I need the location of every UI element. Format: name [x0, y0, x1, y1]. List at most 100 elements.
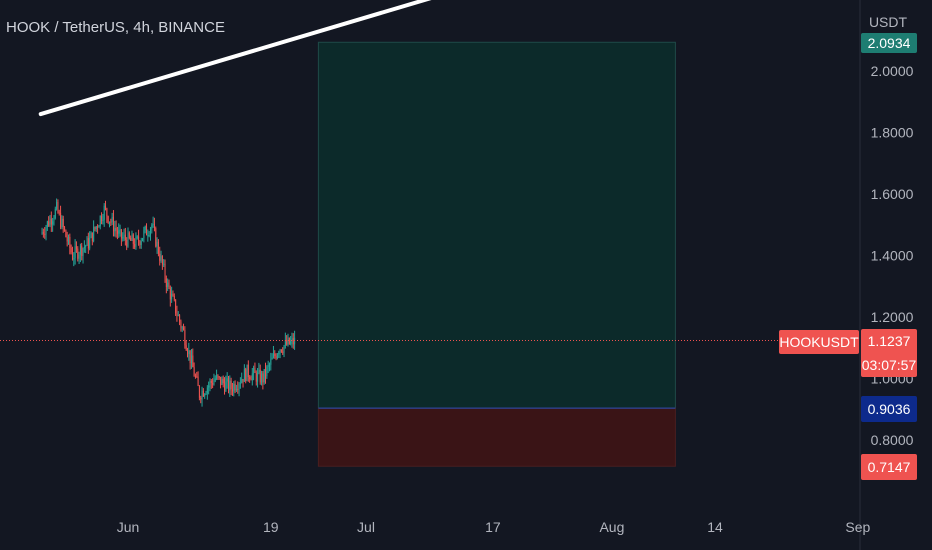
candle	[237, 381, 239, 394]
candle	[218, 376, 220, 380]
candle	[259, 364, 261, 385]
candle	[138, 229, 140, 246]
candle	[68, 234, 70, 245]
candle	[270, 352, 272, 371]
candle	[152, 216, 154, 228]
candle	[155, 226, 157, 248]
candle	[163, 259, 165, 268]
candle	[169, 285, 171, 307]
candle	[200, 395, 202, 404]
candle	[54, 206, 56, 220]
svg-text:0.7147: 0.7147	[868, 459, 911, 475]
candle	[144, 225, 146, 234]
stop-zone[interactable]	[317, 407, 676, 467]
candle	[226, 372, 228, 389]
candle	[243, 364, 245, 382]
candle	[83, 240, 85, 253]
candle	[249, 375, 251, 383]
candle	[235, 384, 237, 392]
x-tick-label: Sep	[845, 519, 870, 535]
candle	[118, 223, 120, 238]
candle	[251, 367, 253, 386]
candle	[267, 360, 269, 374]
svg-text:HOOKUSDT: HOOKUSDT	[779, 334, 859, 350]
candle	[101, 212, 103, 225]
candle	[42, 228, 44, 238]
candle	[212, 378, 214, 389]
y-tick-label: 2.0000	[871, 63, 914, 79]
candle	[290, 335, 292, 346]
candle	[217, 374, 219, 381]
candle	[274, 350, 276, 359]
candle	[246, 364, 248, 382]
candle	[238, 382, 240, 397]
candle	[190, 348, 193, 369]
candle	[64, 225, 66, 232]
candle	[116, 226, 118, 240]
candle	[233, 381, 235, 397]
svg-text:0.9036: 0.9036	[868, 401, 911, 417]
candle	[224, 377, 226, 395]
x-tick-label: Jul	[357, 519, 375, 535]
candle	[143, 226, 145, 243]
x-tick-label: 14	[707, 519, 723, 535]
candle	[279, 348, 281, 359]
candle	[197, 371, 199, 387]
target-zone[interactable]	[317, 41, 676, 409]
candle	[94, 226, 96, 232]
svg-text:03:07:57: 03:07:57	[862, 357, 917, 373]
candle	[221, 376, 223, 386]
candle	[73, 252, 75, 267]
candle	[181, 325, 183, 333]
candle	[230, 377, 232, 396]
candle	[275, 353, 277, 361]
candle	[140, 237, 142, 249]
candle	[126, 237, 128, 251]
candle	[194, 373, 196, 379]
candle	[187, 347, 189, 358]
candle	[173, 293, 175, 302]
trendline[interactable]	[38, 0, 517, 117]
candle	[98, 224, 100, 228]
candle	[202, 388, 204, 397]
candle	[156, 237, 158, 254]
candle	[153, 217, 155, 232]
candle	[265, 362, 267, 384]
candle	[220, 376, 222, 389]
candle	[266, 365, 268, 379]
candle	[111, 212, 113, 226]
candle	[127, 227, 129, 248]
candle	[119, 224, 121, 237]
candle	[48, 216, 50, 227]
candle	[102, 213, 104, 225]
candle	[189, 350, 191, 370]
candle	[276, 352, 278, 360]
candle	[171, 286, 173, 303]
candle	[201, 386, 203, 407]
candle	[57, 199, 59, 214]
candle	[234, 380, 236, 394]
candle	[278, 350, 280, 359]
y-tick-label: 0.8000	[871, 432, 914, 448]
candle	[272, 345, 274, 359]
candle	[183, 323, 185, 331]
candle	[90, 231, 92, 239]
candle	[179, 314, 181, 326]
candle	[139, 240, 141, 249]
x-tick-label: 17	[485, 519, 501, 535]
candle	[91, 232, 93, 246]
candle	[180, 319, 182, 332]
candle	[112, 210, 114, 237]
candle	[107, 215, 109, 225]
candle	[49, 214, 51, 228]
candle	[123, 228, 125, 242]
candle	[229, 375, 231, 398]
candle	[280, 349, 282, 353]
candle	[62, 215, 64, 233]
candle	[70, 244, 72, 255]
candle	[79, 243, 81, 263]
candle	[185, 340, 187, 352]
candle	[81, 242, 83, 261]
candle	[142, 237, 144, 242]
